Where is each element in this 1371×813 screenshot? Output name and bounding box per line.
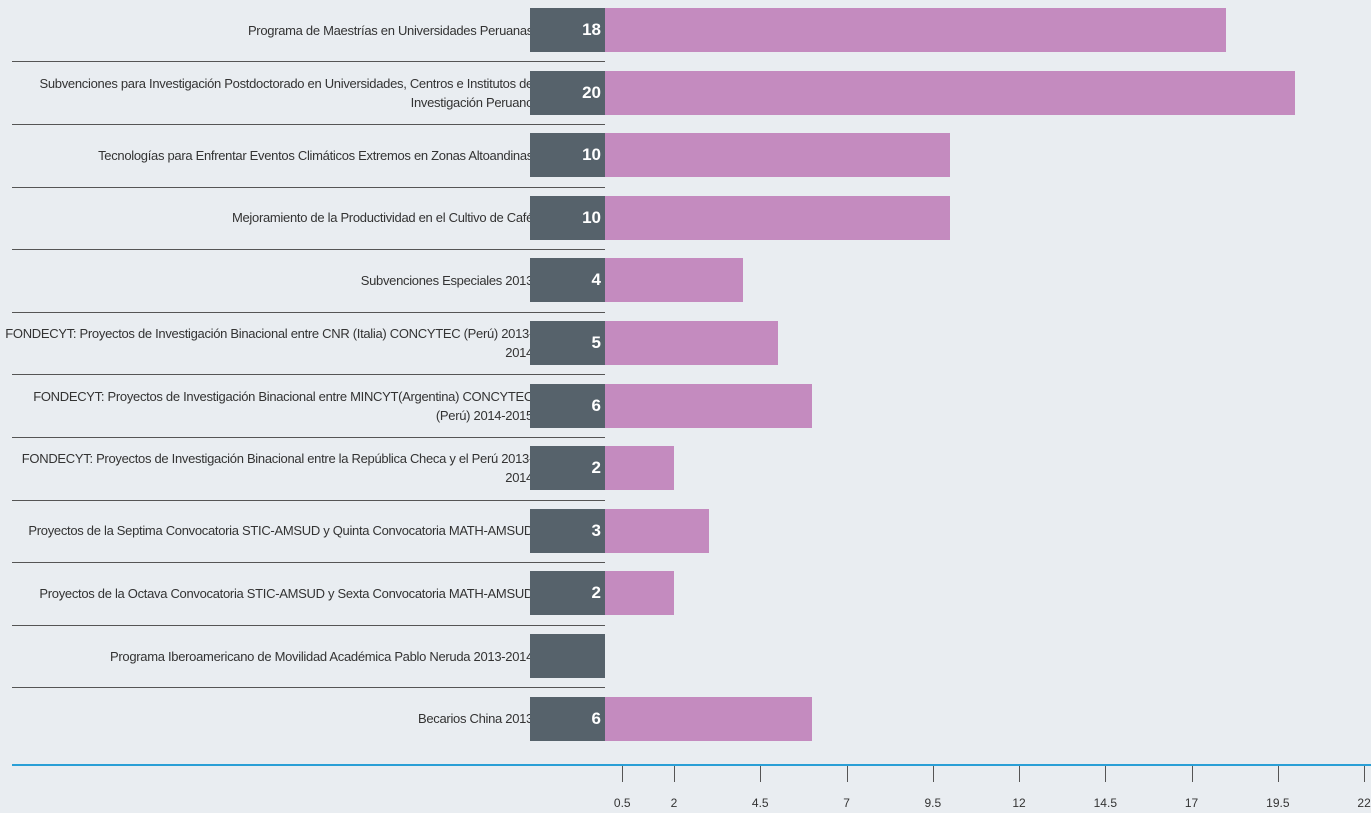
row-separator xyxy=(12,687,605,689)
x-tick-label: 12 xyxy=(1012,796,1026,810)
x-tick-label: 4.5 xyxy=(751,796,769,810)
bar xyxy=(605,195,951,240)
value-box: 6 xyxy=(530,383,605,428)
value-box: 3 xyxy=(530,508,605,553)
tick-mark xyxy=(622,766,624,782)
category-label: FONDECYT: Proyectos de Investigación Bin… xyxy=(33,388,533,423)
bar xyxy=(605,321,778,365)
bar xyxy=(605,8,1227,52)
bar xyxy=(605,383,813,428)
category-label: Programa de Maestrías en Universidades P… xyxy=(247,22,533,38)
tick-mark xyxy=(1277,766,1279,782)
row-separator xyxy=(12,249,605,251)
row-separator xyxy=(12,624,605,626)
tick-mark xyxy=(674,766,675,782)
category-label: Proyectos de la Octava Convocatoria STIC… xyxy=(39,585,533,601)
row-separator xyxy=(12,61,605,63)
category-label: Subvenciones para Investigación Postdoct… xyxy=(39,75,534,110)
bar xyxy=(605,70,1296,115)
value-box: 6 xyxy=(530,696,605,741)
value-box: 10 xyxy=(530,195,605,240)
tick-mark xyxy=(1364,766,1366,782)
x-tick-label: 9.5 xyxy=(924,796,942,810)
x-tick-label: 2 xyxy=(670,796,678,810)
bar xyxy=(605,696,813,741)
bar xyxy=(605,571,674,616)
x-axis-line xyxy=(12,764,1371,766)
bar xyxy=(605,133,951,178)
x-tick-label: 14.5 xyxy=(1093,796,1117,810)
x-tick-label: 22 xyxy=(1357,796,1371,810)
x-tick-label: 17 xyxy=(1184,796,1199,810)
category-label: Tecnologías para Enfrentar Eventos Climá… xyxy=(98,147,533,163)
category-label: FONDECYT: Proyectos de Investigación Bin… xyxy=(5,326,533,360)
tick-mark xyxy=(1191,766,1193,782)
value-box: 10 xyxy=(530,133,605,178)
bar xyxy=(605,446,674,491)
value-box: 2 xyxy=(530,571,605,616)
x-tick-label: 0.5 xyxy=(613,796,631,810)
bar xyxy=(605,258,744,303)
tick-mark xyxy=(846,766,848,782)
row-separator xyxy=(12,499,605,501)
value-box: 20 xyxy=(530,70,605,115)
row-separator xyxy=(12,311,605,313)
value-box: 5 xyxy=(530,321,605,365)
value-box: 2 xyxy=(530,446,605,491)
row-separator xyxy=(12,186,605,188)
tick-mark xyxy=(932,766,934,782)
category-label: Programa Iberoamericano de Movilidad Aca… xyxy=(109,648,533,664)
tick-mark xyxy=(1019,766,1021,782)
category-label: FONDECYT: Proyectos de Investigación Bin… xyxy=(21,451,534,486)
category-label: Becarios China 2013 xyxy=(418,711,533,727)
category-label: Mejoramiento de la Productividad en el C… xyxy=(231,210,533,226)
x-tick-label: 7 xyxy=(843,796,850,810)
value-box: 18 xyxy=(530,8,605,52)
x-tick-label: 19.5 xyxy=(1266,796,1290,810)
tick-mark xyxy=(1105,766,1107,782)
bar xyxy=(605,508,709,553)
row-separator xyxy=(12,123,605,125)
tick-mark xyxy=(760,766,762,782)
value-box: 4 xyxy=(530,258,605,303)
category-label: Proyectos de la Septima Convocatoria STI… xyxy=(28,523,533,539)
value-box xyxy=(530,634,605,678)
row-separator xyxy=(12,374,605,376)
row-separator xyxy=(12,436,605,438)
category-label: Subvenciones Especiales 2013 xyxy=(360,272,534,288)
row-separator xyxy=(12,562,605,564)
